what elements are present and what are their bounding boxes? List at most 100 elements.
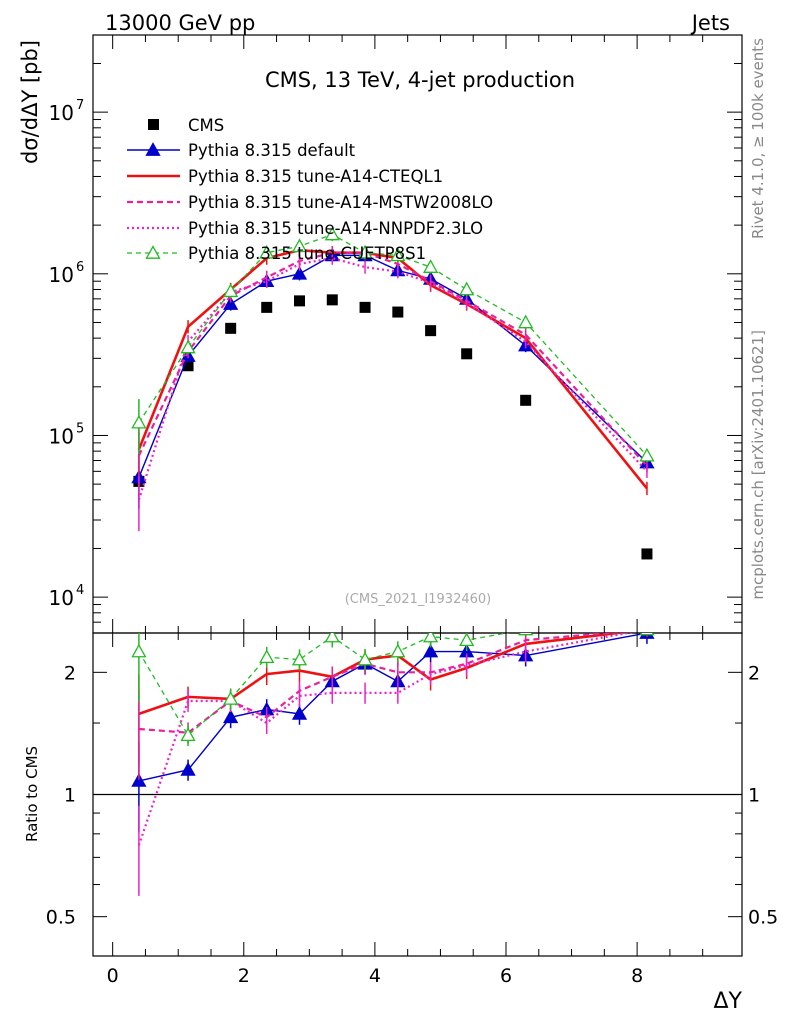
default-ratio-marker <box>180 762 196 776</box>
ratio-panel: Ratio to CMS 0 2 4 6 8 0.5 0.5 1 1 2 2 <box>23 632 778 987</box>
ratio-y-axis-label: Ratio to CMS <box>23 746 41 842</box>
legend-entry-cuetp8s1: Pythia 8.315 tune-CUETP8S1 <box>127 244 426 263</box>
x-axis-label: ΔY <box>714 989 743 1014</box>
cms-data-point <box>392 306 404 318</box>
cms-data-point <box>461 348 473 360</box>
mstw-curve <box>137 251 648 467</box>
legend-label-cuetp8s1: Pythia 8.315 tune-CUETP8S1 <box>188 244 426 263</box>
y-tick-exponent: 6 <box>76 260 84 275</box>
cms-data-point <box>182 360 194 372</box>
cuetp8s1-curve <box>138 233 648 457</box>
default-marker <box>291 265 308 280</box>
default-ratio-marker <box>291 706 308 720</box>
default-curve <box>138 254 648 478</box>
cuetp8s1-ratio-marker <box>459 633 475 647</box>
main-series <box>131 226 655 560</box>
mcplots-side-label: mcplots.cern.ch [arXiv:2401.10621] <box>749 330 767 600</box>
ratio-series <box>131 633 655 896</box>
cuetp8s1-ratio-marker <box>291 651 308 666</box>
default-ratio-marker <box>131 773 147 787</box>
x-tick-label: 6 <box>500 965 512 987</box>
cms-data-point <box>261 301 273 313</box>
ratio-tick-label-right: 0.5 <box>748 907 778 929</box>
legend-entry-default: Pythia 8.315 default <box>127 141 356 160</box>
legend-label-mstw: Pythia 8.315 tune-A14-MSTW2008LO <box>188 193 493 212</box>
legend: CMS Pythia 8.315 default Pythia 8.315 tune… <box>127 116 493 263</box>
legend-label-nnpdf: Pythia 8.315 tune-A14-NNPDF2.3LO <box>188 219 483 238</box>
header-category-label: Jets <box>690 11 730 35</box>
legend-entry-cteql1: Pythia 8.315 tune-A14-CTEQL1 <box>127 167 443 186</box>
ratio-tick-label-right: 2 <box>748 662 760 684</box>
cuetp8s1-marker <box>459 281 475 296</box>
x-tick-label: 8 <box>631 965 643 987</box>
cuetp8s1-marker <box>291 238 308 253</box>
legend-cuetp8s1-marker <box>145 245 161 259</box>
default-ratio-marker <box>423 643 439 658</box>
cuetp8s1-ratio-marker <box>518 633 534 636</box>
y-tick-exponent: 5 <box>76 421 84 436</box>
x-tick-label: 0 <box>107 965 119 987</box>
ratio-tick-label: 0.5 <box>46 907 76 929</box>
legend-entry-mstw: Pythia 8.315 tune-A14-MSTW2008LO <box>127 193 493 212</box>
cms-data-point <box>359 301 371 313</box>
cuetp8s1-marker <box>259 244 275 259</box>
cms-data-point <box>520 394 532 406</box>
legend-cms-marker <box>148 119 159 130</box>
y-axis-label: dσ/dΔY [pb] <box>18 40 42 164</box>
legend-label-cms: CMS <box>188 116 224 135</box>
cuetp8s1-ratio-marker <box>357 651 373 666</box>
cms-data-point <box>225 322 237 334</box>
cuetp8s1-marker <box>223 283 239 298</box>
nnpdf-curve <box>137 257 648 501</box>
main-panel: CMS, 13 TeV, 4-jet production (CMS_2021_… <box>18 34 743 634</box>
cuetp8s1-marker <box>357 244 373 259</box>
header-energy-label: 13000 GeV pp <box>105 11 255 35</box>
default-ratio-marker <box>223 709 239 724</box>
cuetp8s1-ratio-marker <box>180 727 196 742</box>
default-marker <box>223 296 239 310</box>
cuetp8s1-ratio-marker <box>259 649 275 663</box>
cuetp8s1-marker <box>423 259 439 273</box>
cuetp8s1-marker <box>639 447 655 462</box>
legend-entry-cms: CMS <box>148 116 224 135</box>
ratio-tick-label: 2 <box>64 662 76 684</box>
analysis-id: (CMS_2021_I1932460) <box>345 592 492 607</box>
y-tick-exponent: 4 <box>76 583 84 598</box>
cuetp8s1-marker <box>518 314 534 329</box>
cms-data-point <box>641 548 653 560</box>
y-tick-label: 10 <box>49 263 74 287</box>
cuetp8s1-marker <box>131 414 147 429</box>
cuetp8s1-ratio-marker <box>324 633 340 643</box>
cuetp8s1-marker <box>324 226 340 241</box>
cteql1-ratio-curve <box>138 633 629 716</box>
ratio-tick-label-right: 1 <box>748 785 760 807</box>
cteql1-curve <box>137 248 648 490</box>
legend-entry-nnpdf: Pythia 8.315 tune-A14-NNPDF2.3LO <box>127 219 483 238</box>
cuetp8s1-marker <box>390 247 406 262</box>
cms-data-point <box>294 295 305 307</box>
cuetp8s1-ratio-marker <box>223 691 239 705</box>
default-ratio-curve <box>138 633 648 782</box>
legend-default-marker <box>145 142 161 156</box>
cuetp8s1-ratio-marker <box>639 633 655 636</box>
x-tick-label: 4 <box>369 965 381 987</box>
cuetp8s1-ratio-marker <box>423 633 439 643</box>
cuetp8s1-ratio-marker <box>131 643 147 658</box>
x-tick-label: 2 <box>238 965 250 987</box>
cms-data-point <box>425 325 437 337</box>
legend-label-cteql1: Pythia 8.315 tune-A14-CTEQL1 <box>188 167 443 186</box>
y-tick-label: 10 <box>49 101 74 125</box>
y-tick-label: 10 <box>49 424 74 448</box>
cuetp8s1-ratio-curve <box>138 633 511 737</box>
ratio-tick-label: 1 <box>64 785 76 807</box>
cuetp8s1-marker <box>180 339 196 354</box>
y-tick-label: 10 <box>49 586 74 610</box>
mstw-ratio-curve <box>138 633 620 734</box>
cms-data-point <box>326 294 338 306</box>
main-series-clip <box>131 226 655 560</box>
rivet-side-label: Rivet 4.1.0, ≥ 100k events <box>749 38 767 239</box>
plot-title: CMS, 13 TeV, 4-jet production <box>265 68 575 92</box>
ratio-axes: 0 2 4 6 8 0.5 0.5 1 1 2 2 <box>46 632 778 987</box>
legend-label-default: Pythia 8.315 default <box>188 141 356 160</box>
